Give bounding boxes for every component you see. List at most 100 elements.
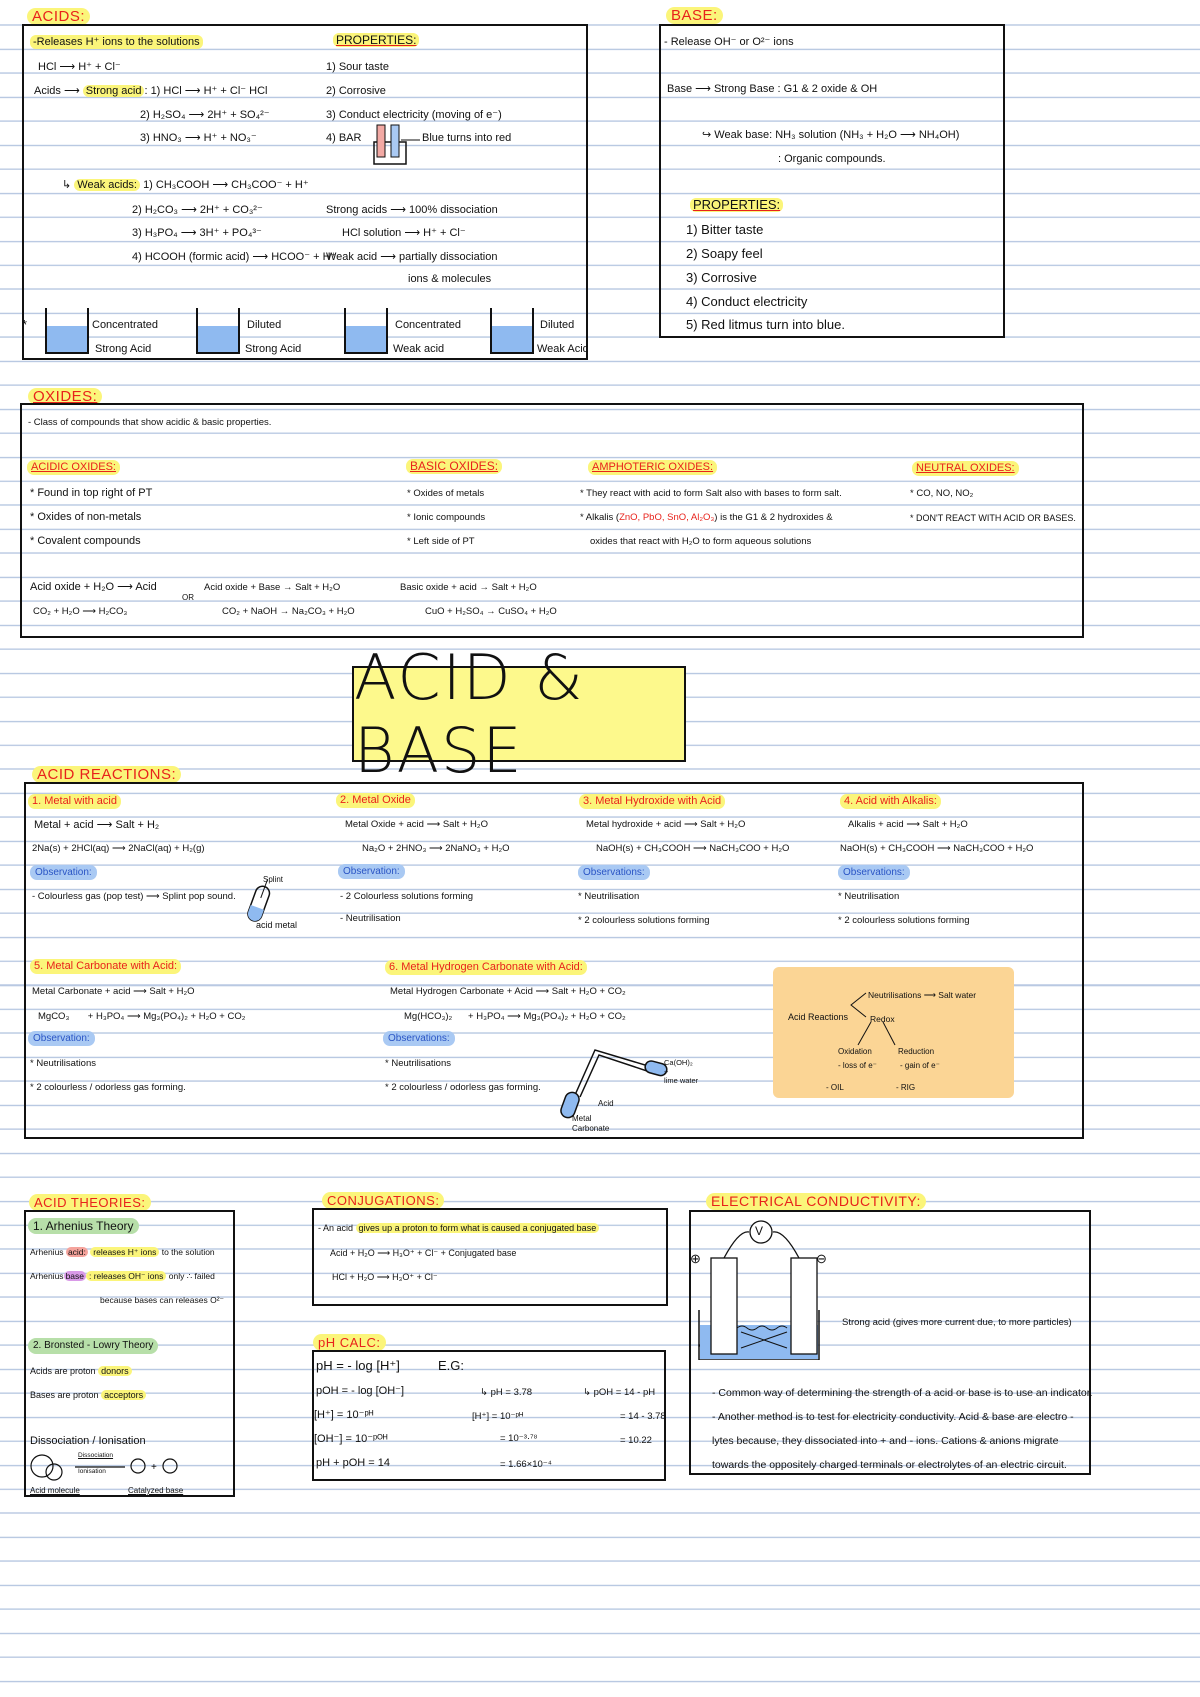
hcl-solution: HCl solution ⟶ H⁺ + Cl⁻ — [342, 227, 466, 239]
text: ) is the G1 & 2 hydroxides & — [714, 512, 833, 523]
beaker-label: Weak Acid — [537, 343, 589, 355]
voltmeter-label: V — [755, 1224, 764, 1238]
conjugation-eq: HCl + H₂O ⟶ H₃O⁺ + Cl⁻ — [332, 1272, 438, 1282]
observation-item: * 2 colourless / odorless gas forming. — [30, 1082, 186, 1093]
metal-carbonate-label: Metal Carbonate — [572, 1114, 609, 1134]
ph-formula: [OH⁻] = 10⁻ᵖᴼᴴ — [314, 1433, 388, 1445]
text: Metal — [572, 1114, 592, 1123]
acid-property: 2) Corrosive — [326, 85, 386, 97]
summary-oil: - OIL — [826, 1083, 844, 1092]
ph-formula: pH + pOH = 14 — [316, 1457, 390, 1469]
text: Bases are proton — [30, 1390, 99, 1400]
summary-arrows — [850, 992, 896, 1046]
strong-dissociation: Strong acids ⟶ 100% dissociation — [326, 204, 498, 216]
summary-rig: - RIG — [896, 1083, 916, 1092]
observation-badge: Observations: — [838, 865, 910, 880]
beaker-label: Concentrated — [92, 319, 159, 331]
conductivity-text: - Common way of determining the strength… — [712, 1387, 1093, 1399]
beaker-label: Diluted — [247, 319, 282, 331]
acids-hcl: HCl ⟶ H⁺ + Cl⁻ — [38, 61, 121, 73]
ph-formula: [H⁺] = 10⁻ᵖᴴ — [314, 1409, 374, 1421]
observation-item: - Colourless gas (pop test) ⟶ Splint pop… — [32, 891, 236, 902]
observation-badge: Observation: — [30, 865, 97, 880]
basic-item: * Ionic compounds — [407, 512, 486, 523]
text-highlight: acceptors — [101, 1390, 147, 1400]
observation-badge: Observation: — [28, 1031, 95, 1046]
acid-property: 3) Conduct electricity (moving of e⁻) — [326, 109, 502, 121]
base-properties-heading: PROPERTIES: — [690, 198, 784, 212]
svg-text:+: + — [151, 1462, 157, 1473]
ph-example-label: E.G: — [438, 1358, 465, 1373]
base-property: 1) Bitter taste — [686, 222, 764, 237]
observation-badge: Observations: — [383, 1031, 455, 1046]
oxide-eq: CO₂ + NaOH → Na₂CO₃ + H₂O — [222, 606, 355, 617]
text-highlight: releases H⁺ ions — [90, 1247, 160, 1257]
text: lime water — [664, 1076, 699, 1085]
observation-badge: Observations: — [578, 865, 650, 880]
reaction-title: 6. Metal Hydrogen Carbonate with Acid: — [385, 960, 587, 975]
ph-example: [H⁺] = 10⁻ᵖᴴ — [472, 1411, 524, 1422]
reaction-eq: Na₂O + 2HNO₃ ⟶ 2NaNO₃ + H₂O — [362, 843, 510, 854]
text: Ca(OH)₂ — [664, 1058, 693, 1067]
summary-acid-reactions: Acid Reactions — [788, 1012, 849, 1022]
positive-terminal-icon: ⊕ — [690, 1251, 701, 1266]
oxides-heading: OXIDES: — [28, 388, 103, 405]
base-property: 2) Soapy feel — [686, 246, 763, 261]
text-highlight: : releases OH⁻ ions — [86, 1271, 167, 1281]
acids-strong-line: Acids ⟶ Strong acid: 1) HCl ⟶ H⁺ + Cl⁻ H… — [34, 84, 267, 98]
acids-releases: -Releases H⁺ ions to the solutions — [30, 35, 203, 49]
ph-example: ↳ pH = 3.78 — [480, 1387, 533, 1398]
splint-label: Splint — [263, 875, 284, 884]
basic-item: * Oxides of metals — [407, 488, 485, 499]
weak-acid-3: 3) H₃PO₄ ⟶ 3H⁺ + PO₄³⁻ — [132, 227, 262, 239]
text: * Alkalis ( — [580, 512, 620, 523]
observation-item: * Neutrilisations — [385, 1058, 451, 1069]
arrhenius-acid: Arhenius acid: releases H⁺ ions to the s… — [30, 1245, 215, 1259]
acid-reactions-heading: ACID REACTIONS: — [32, 766, 182, 783]
weak-arrow-icon: ↳ — [62, 179, 72, 191]
reaction-title: 2. Metal Oxide — [336, 793, 415, 808]
text: to the solution — [161, 1247, 215, 1257]
amphoteric-item: oxides that react with H₂O to form aqueo… — [590, 536, 812, 547]
oxide-eq: Basic oxide + acid → Salt + H₂O — [400, 582, 537, 593]
page-title: ACID & BASE — [352, 641, 686, 787]
acidic-oxides-heading: ACIDIC OXIDES: — [27, 460, 120, 475]
oxide-eq: Acid oxide + Base → Salt + H₂O — [204, 582, 341, 593]
reaction-title: 1. Metal with acid — [28, 794, 121, 809]
acid-reactions-box — [24, 782, 1084, 1139]
beaker-label: Strong Acid — [245, 343, 302, 355]
acid-property: 4) BAR — [326, 132, 362, 144]
beaker-concentrated-weak — [344, 308, 388, 354]
oxide-or: OR — [182, 593, 194, 602]
text: - An acid — [318, 1223, 354, 1233]
ph-calc-box — [312, 1350, 666, 1481]
dissociation-heading: Dissociation / Ionisation — [30, 1435, 146, 1447]
ph-formula: pOH = - log [OH⁻] — [316, 1385, 405, 1397]
poh-example: ↳ pOH = 14 - pH — [583, 1387, 656, 1398]
summary-oxidation: Oxidation — [838, 1047, 872, 1056]
reaction-title: 3. Metal Hydroxide with Acid — [579, 794, 726, 809]
summary-loss: - loss of e⁻ — [838, 1061, 877, 1070]
text-highlight: donors — [98, 1366, 132, 1376]
text: + — [664, 1067, 669, 1076]
poh-example: = 10.22 — [620, 1435, 652, 1446]
litmus-test-icon — [373, 124, 420, 165]
acids-heading: ACIDS: — [27, 8, 91, 25]
ph-example: = 1.66×10⁻⁴ — [500, 1459, 552, 1470]
weak-acids-label: Weak acids: — [74, 179, 140, 191]
weak-acids-line: ↳ Weak acids: 1) CH₃COOH ⟶ CH₃COO⁻ + H⁺ — [62, 178, 309, 192]
observation-item: * Neutrilisations — [30, 1058, 96, 1069]
acid-properties-heading: PROPERTIES: — [333, 33, 420, 47]
acid-reactions-summary — [773, 967, 1014, 1098]
reaction-eq: NaOH(s) + CH₃COOH ⟶ NaCH₃COO + H₂O — [840, 843, 1034, 854]
base-box — [659, 24, 1005, 338]
acid-property: 1) Sour taste — [326, 61, 389, 73]
beaker-label: Strong Acid — [95, 343, 152, 355]
summary-reduction: Reduction — [898, 1047, 935, 1056]
text: Arhenius — [30, 1271, 64, 1281]
basic-item: * Left side of PT — [407, 536, 475, 547]
base-property: 3) Corrosive — [686, 270, 757, 285]
ph-calc-heading: pH CALC: — [313, 1334, 386, 1351]
conductivity-text: towards the oppositely charged terminals… — [712, 1459, 1067, 1471]
oxide-eq: Acid oxide + H₂O ⟶ Acid — [30, 581, 157, 593]
